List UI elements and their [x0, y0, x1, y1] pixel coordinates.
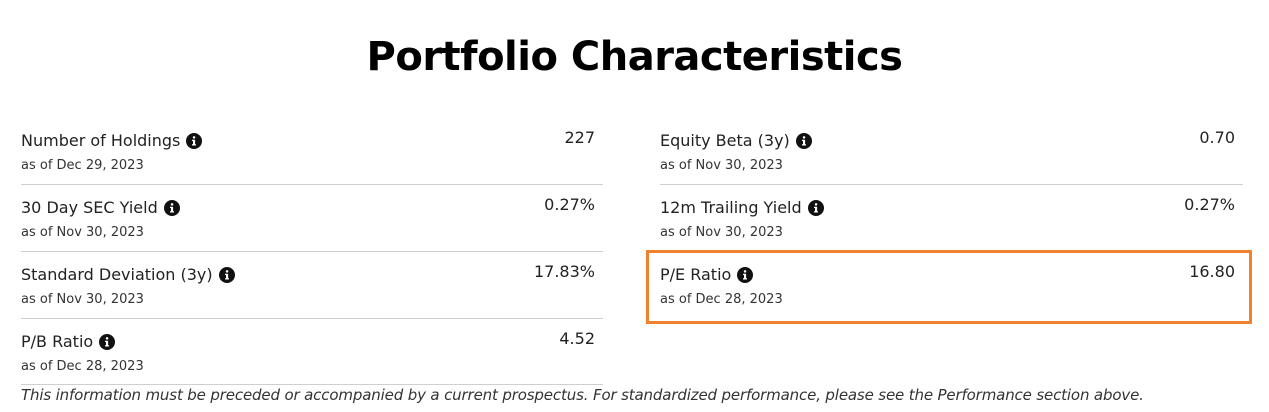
divider	[21, 384, 603, 385]
characteristic-row-standard-deviation: Standard Deviation (3y) as of Nov 30, 20…	[21, 252, 603, 319]
as-of-date: as of Nov 30, 2023	[660, 158, 783, 173]
characteristics-left-column: Number of Holdings as of Dec 29, 2023 22…	[21, 118, 603, 385]
characteristic-value: 17.83%	[533, 262, 595, 281]
as-of-date: as of Dec 28, 2023	[21, 359, 144, 374]
characteristics-right-column: Equity Beta (3y) as of Nov 30, 2023 0.70…	[660, 118, 1243, 318]
characteristic-row-equity-beta: Equity Beta (3y) as of Nov 30, 2023 0.70	[660, 118, 1243, 185]
as-of-date: as of Dec 29, 2023	[21, 158, 144, 173]
characteristic-row-30-day-sec-yield: 30 Day SEC Yield as of Nov 30, 2023 0.27…	[21, 185, 603, 252]
characteristic-value: 0.27%	[544, 195, 595, 214]
as-of-date: as of Dec 28, 2023	[660, 292, 783, 307]
as-of-date: as of Nov 30, 2023	[21, 225, 144, 240]
characteristic-label: P/E Ratio	[660, 265, 732, 284]
info-icon[interactable]	[795, 132, 812, 149]
characteristic-value: 16.80	[1189, 262, 1235, 281]
characteristic-label: 12m Trailing Yield	[660, 198, 802, 217]
info-icon[interactable]	[737, 266, 754, 283]
info-icon[interactable]	[807, 199, 824, 216]
as-of-date: as of Nov 30, 2023	[21, 292, 144, 307]
characteristic-row-pe-ratio: P/E Ratio as of Dec 28, 2023 16.80	[660, 252, 1243, 318]
characteristic-row-pb-ratio: P/B Ratio as of Dec 28, 2023 4.52	[21, 319, 603, 385]
characteristic-label: Number of Holdings	[21, 131, 181, 150]
characteristic-label: Standard Deviation (3y)	[21, 265, 213, 284]
characteristic-label: P/B Ratio	[21, 332, 94, 351]
info-icon[interactable]	[163, 199, 180, 216]
characteristic-row-12m-trailing-yield: 12m Trailing Yield as of Nov 30, 2023 0.…	[660, 185, 1243, 252]
characteristic-value: 4.52	[559, 329, 595, 348]
characteristic-value: 227	[564, 128, 595, 147]
characteristic-value: 0.70	[1199, 128, 1235, 147]
characteristic-row-number-of-holdings: Number of Holdings as of Dec 29, 2023 22…	[21, 118, 603, 185]
page-title: Portfolio Characteristics	[366, 33, 903, 80]
info-icon[interactable]	[99, 333, 116, 350]
as-of-date: as of Nov 30, 2023	[660, 225, 783, 240]
prospectus-disclaimer: This information must be preceded or acc…	[21, 386, 1144, 404]
characteristic-value: 0.27%	[1184, 195, 1235, 214]
info-icon[interactable]	[186, 132, 203, 149]
characteristic-label: Equity Beta (3y)	[660, 131, 790, 150]
characteristic-label: 30 Day SEC Yield	[21, 198, 158, 217]
info-icon[interactable]	[218, 266, 235, 283]
